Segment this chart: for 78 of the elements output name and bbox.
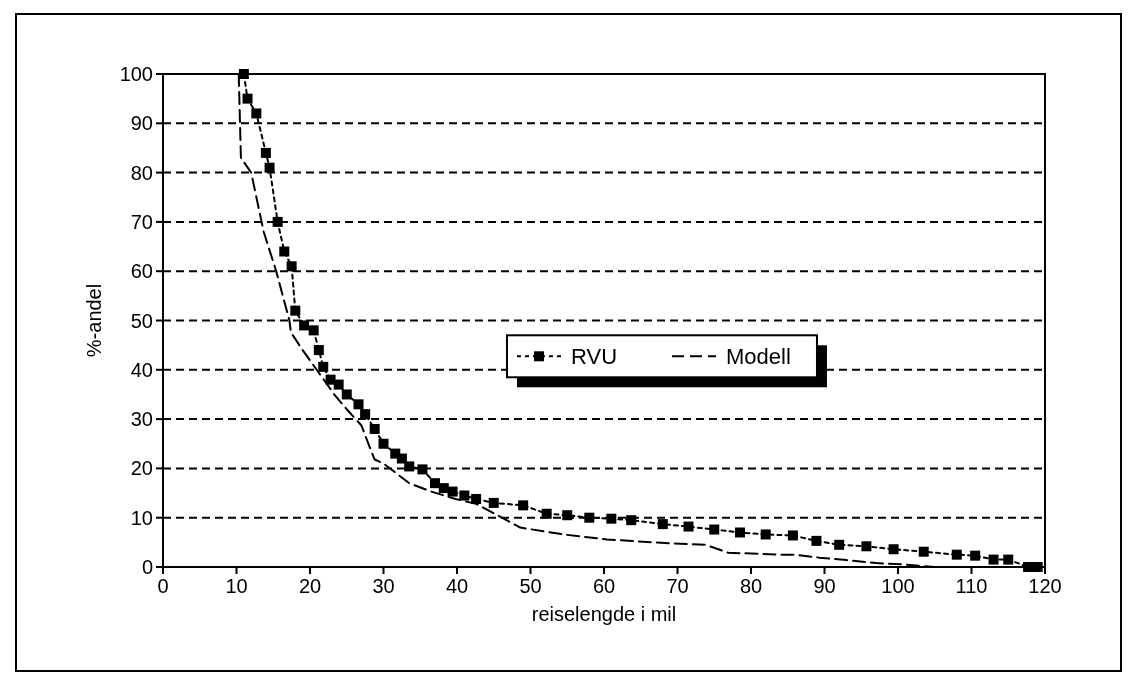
legend-label: RVU xyxy=(570,343,618,369)
y-tick-label: 90 xyxy=(130,112,153,135)
point xyxy=(709,524,720,535)
x-tick-label: 20 xyxy=(298,575,322,597)
point xyxy=(541,508,552,519)
point xyxy=(787,530,798,541)
point xyxy=(606,513,617,524)
point xyxy=(518,500,529,511)
point xyxy=(341,389,352,400)
point xyxy=(861,541,872,552)
point xyxy=(299,320,310,331)
x-axis-title: reiselengde i mil xyxy=(531,603,677,625)
point xyxy=(683,521,694,532)
legend-label: Modell xyxy=(725,343,791,369)
point xyxy=(264,162,275,173)
point xyxy=(626,515,637,526)
x-tick-label: 10 xyxy=(225,575,248,597)
y-tick-label: 50 xyxy=(130,309,153,332)
x-tick-label: 50 xyxy=(519,575,542,597)
y-tick-label: 30 xyxy=(130,408,153,431)
point xyxy=(308,325,319,336)
point xyxy=(970,550,981,561)
point xyxy=(318,361,329,372)
point xyxy=(584,512,595,523)
y-tick-label: 80 xyxy=(130,161,153,184)
point xyxy=(951,549,962,560)
point xyxy=(290,305,301,316)
y-tick-label: 10 xyxy=(130,506,153,529)
x-tick-label: 100 xyxy=(881,575,915,597)
point xyxy=(251,108,262,119)
point xyxy=(313,345,324,356)
y-tick-label: 70 xyxy=(130,210,153,233)
point xyxy=(734,527,745,538)
x-tick-label: 60 xyxy=(592,575,616,597)
point xyxy=(1003,554,1014,565)
point xyxy=(1032,562,1043,572)
point xyxy=(272,216,283,227)
point xyxy=(488,497,499,508)
point xyxy=(888,544,899,555)
x-tick-label: 80 xyxy=(739,575,763,597)
point xyxy=(378,438,389,449)
y-tick-label: 40 xyxy=(130,358,153,381)
point xyxy=(369,423,380,434)
point xyxy=(988,554,999,565)
point xyxy=(1023,562,1034,572)
x-tick-label: 110 xyxy=(955,575,988,597)
point xyxy=(404,461,415,472)
y-axis-title: %-andel xyxy=(83,283,105,358)
point xyxy=(459,490,470,501)
x-tick-label: 40 xyxy=(445,575,469,597)
point xyxy=(279,246,290,257)
y-tick-label: 60 xyxy=(130,260,153,283)
point xyxy=(353,399,364,410)
y-tick-label: 100 xyxy=(119,63,153,85)
x-tick-label: 30 xyxy=(372,575,395,597)
point xyxy=(286,261,297,272)
point xyxy=(396,453,407,464)
point xyxy=(657,519,668,530)
x-tick-label: 0 xyxy=(157,575,169,597)
point xyxy=(760,529,771,540)
point xyxy=(562,510,573,521)
y-tick-label: 20 xyxy=(130,457,153,480)
point xyxy=(429,478,440,489)
point xyxy=(260,147,271,158)
x-tick-label: 90 xyxy=(813,575,836,597)
point xyxy=(438,483,449,494)
point xyxy=(834,539,845,550)
x-tick-label: 70 xyxy=(666,575,689,597)
point xyxy=(242,93,253,104)
point xyxy=(360,409,371,420)
x-tick-label: 120 xyxy=(1028,575,1062,597)
point xyxy=(333,379,344,390)
point xyxy=(811,535,822,546)
point xyxy=(238,69,249,79)
y-tick-label: 0 xyxy=(141,556,153,578)
point xyxy=(918,546,929,557)
point xyxy=(447,486,458,497)
point xyxy=(417,464,428,475)
